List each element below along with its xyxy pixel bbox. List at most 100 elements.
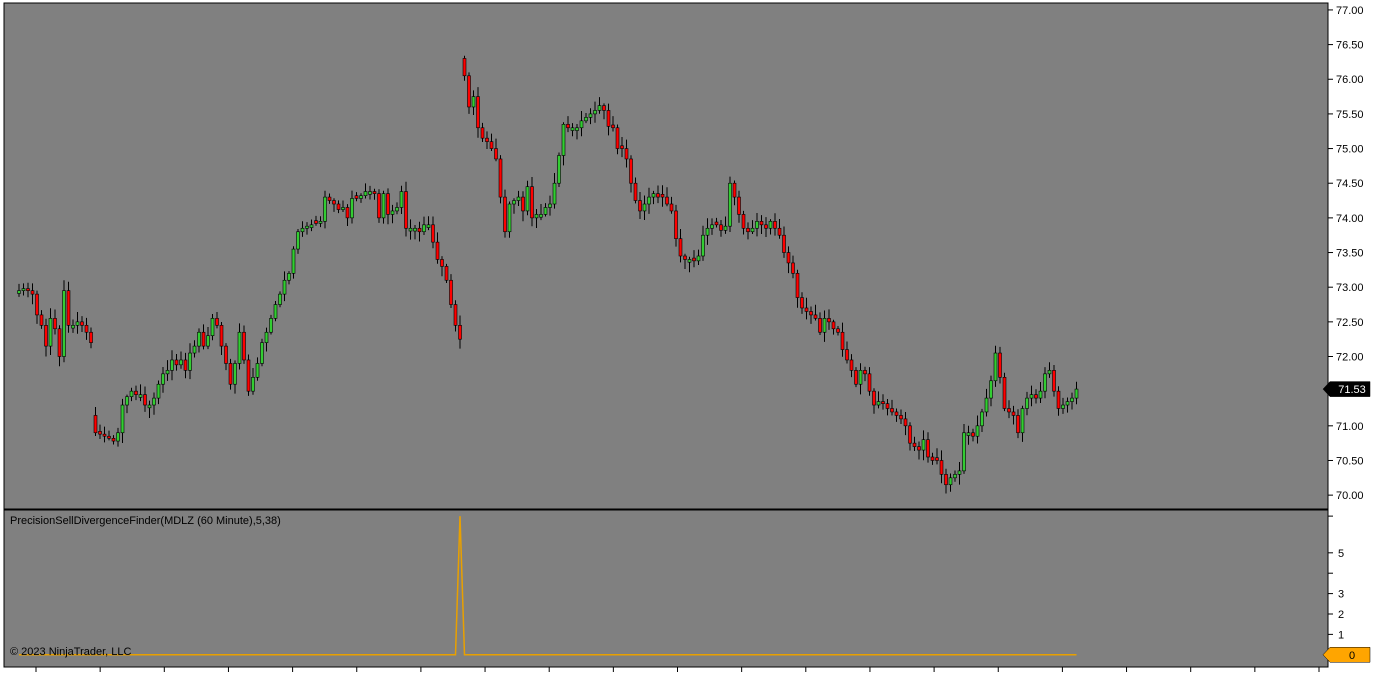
candle-body xyxy=(813,314,818,319)
price-tick-label: 74.00 xyxy=(1336,213,1364,225)
candle-body xyxy=(399,191,404,208)
price-tick-label: 74.50 xyxy=(1336,178,1364,190)
indicator-value-badge-label: 0 xyxy=(1349,650,1355,662)
candle-body xyxy=(1070,397,1074,402)
indicator-tick-label: 1 xyxy=(1338,629,1344,641)
candle-body xyxy=(246,359,251,392)
candle-body xyxy=(854,370,858,385)
candle-body xyxy=(858,370,863,385)
candle-body xyxy=(278,293,282,305)
candle-body xyxy=(899,415,903,420)
candle-body xyxy=(215,318,219,326)
candle-body xyxy=(323,196,327,222)
candle-body xyxy=(521,196,525,212)
candle-body xyxy=(89,331,93,343)
price-tick-label: 70.00 xyxy=(1336,490,1364,502)
candle-body xyxy=(188,352,192,371)
candle-body xyxy=(192,345,197,354)
candle-body xyxy=(66,290,71,326)
candle-body xyxy=(233,363,237,385)
candle-body xyxy=(21,288,26,291)
candle-body xyxy=(867,373,872,392)
candle-body xyxy=(822,318,827,333)
candle-body xyxy=(912,442,917,447)
candle-body xyxy=(71,325,75,329)
candle-body xyxy=(638,200,642,212)
candle-body xyxy=(543,207,548,215)
candle-body xyxy=(944,474,948,486)
candle-body xyxy=(395,207,399,212)
candle-body xyxy=(336,203,341,210)
candle-body xyxy=(989,380,993,399)
candle-body xyxy=(251,377,255,392)
candle-body xyxy=(165,370,170,375)
candle-body xyxy=(953,474,957,479)
candle-body xyxy=(152,397,156,406)
indicator-axis: 1 2 3 5 xyxy=(1327,510,1344,667)
candle-body xyxy=(939,460,944,475)
candle-body xyxy=(129,390,134,398)
candle-body xyxy=(269,318,273,333)
candle-body xyxy=(386,193,390,215)
candle-body xyxy=(156,383,161,399)
candle-body xyxy=(1016,415,1020,434)
indicator-panel[interactable] xyxy=(3,509,1329,668)
candle-body xyxy=(1011,411,1016,416)
candle-body xyxy=(791,262,795,274)
indicator-line xyxy=(19,516,1077,656)
candle-body xyxy=(588,113,593,118)
candle-body xyxy=(476,96,480,129)
candle-body xyxy=(719,224,723,231)
candle-body xyxy=(714,221,719,226)
candle-body xyxy=(836,328,840,333)
candle-body xyxy=(926,439,930,458)
candle-body xyxy=(804,307,809,312)
candle-body xyxy=(840,331,845,350)
candle-body xyxy=(845,349,849,361)
candle-body xyxy=(417,227,422,233)
price-panel[interactable] xyxy=(3,2,1329,510)
candle-body xyxy=(728,182,732,227)
candle-body xyxy=(305,225,309,229)
candle-body xyxy=(30,290,35,295)
candle-body xyxy=(885,403,890,409)
candle-body xyxy=(737,196,741,215)
candle-body xyxy=(390,210,395,215)
candle-body xyxy=(674,210,678,239)
price-axis: 70.0070.5071.0071.5072.0072.5073.0073.50… xyxy=(1327,3,1364,509)
price-tick-label: 77.00 xyxy=(1336,5,1364,17)
candle-body xyxy=(53,318,57,330)
candle-body xyxy=(413,227,417,232)
candle-body xyxy=(440,259,444,267)
candle-body xyxy=(147,404,152,409)
candle-body xyxy=(467,75,471,108)
candle-body xyxy=(921,439,926,451)
candle-body xyxy=(26,288,30,291)
candle-body xyxy=(642,203,647,212)
indicator-series xyxy=(19,516,1077,656)
candle-body xyxy=(584,117,588,122)
candle-body xyxy=(746,227,750,233)
candle-body xyxy=(174,359,179,366)
price-tick-label: 73.50 xyxy=(1336,248,1364,260)
candle-body xyxy=(57,328,62,357)
candle-body xyxy=(435,241,440,260)
candle-body xyxy=(593,110,597,115)
candle-body xyxy=(327,196,332,201)
candle-body xyxy=(930,456,935,461)
candle-body xyxy=(287,273,291,281)
candle-body xyxy=(1002,377,1007,409)
candle-body xyxy=(633,182,638,201)
candle-body xyxy=(332,200,336,205)
candle-body xyxy=(471,96,476,108)
price-tick-label: 76.50 xyxy=(1336,40,1364,52)
candle-body xyxy=(917,446,921,451)
candle-body xyxy=(489,141,494,149)
candle-body xyxy=(980,411,984,427)
candle-body xyxy=(998,352,1002,378)
candle-body xyxy=(755,221,759,229)
candle-body xyxy=(179,359,183,366)
candle-body xyxy=(597,105,602,111)
